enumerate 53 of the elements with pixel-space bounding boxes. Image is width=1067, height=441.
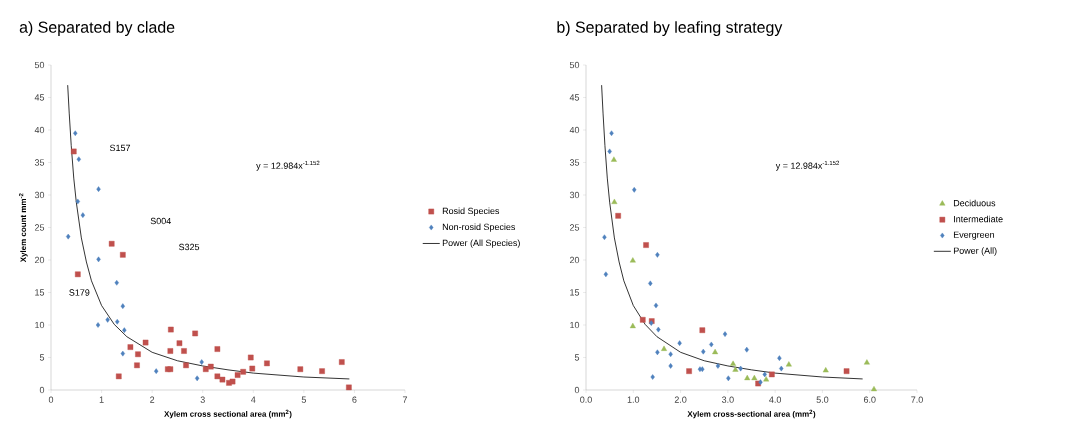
x-tick-label: 3 [200,396,205,403]
x-tick-label: 1 [99,396,104,403]
annotation: S004 [150,217,171,225]
y-tick-label: 25 [569,224,580,231]
legend-label: Rosid Species [442,207,500,216]
y-tick-label: 0 [574,386,580,394]
annotation: S325 [178,243,200,251]
y-tick-label: 45 [34,94,45,101]
x-tick-label: 5.0 [816,396,829,403]
y-tick-label: 50 [34,61,45,69]
y-tick-label: 40 [34,126,45,134]
annotation: S179 [69,289,90,296]
x-tick-label: 0.0 [580,396,592,403]
x-tick-label: 1.0 [627,396,640,403]
legend-label: Non-rosid Species [442,223,516,232]
y-tick-label: 15 [35,289,45,296]
y-tick-label: 40 [569,126,580,134]
y-tick-label: 35 [569,159,580,166]
chart-title: a) Separated by clade [19,21,175,36]
x-tick-label: 4.0 [769,396,782,403]
x-tick-label: 7.0 [911,396,923,403]
legend-label: Power (All Species) [442,239,520,248]
y-tick-label: 30 [569,191,580,199]
y-tick-label: 5 [574,354,580,361]
y-tick-label: 50 [569,61,580,69]
y-tick-label: 35 [34,159,45,166]
x-tick-label: 5 [301,396,306,403]
y-tick-label: 20 [34,256,45,264]
annotation: y = 12.984x$^{-1.152}$ [775,160,840,171]
x-tick-label: 2.0 [674,396,687,403]
x-tick-label: 2 [150,396,155,403]
y-tick-label: 30 [34,191,45,199]
annotation: y = 12.984x$^{-1.152}$ [256,160,320,171]
y-tick-label: 20 [569,256,580,264]
y-tick-label: 15 [570,289,580,296]
x-tick-label: 4 [250,396,256,403]
x-tick-label: 6 [352,396,357,403]
y-tick-label: 25 [34,224,45,231]
x-tick-label: 6.0 [863,396,876,403]
legend-label: Deciduous [953,199,996,207]
y-tick-label: 45 [569,94,580,101]
x-tick-label: 3.0 [721,396,734,403]
y-tick-label: 5 [39,354,45,361]
annotation: S157 [109,144,131,152]
chart-title: b) Separated by leafing strategy [557,21,783,36]
y-tick-label: 10 [570,321,580,329]
legend-label: Power (All) [953,247,997,256]
y-tick-label: 10 [35,321,45,329]
legend-label: Evergreen [953,231,995,240]
x-tick-label: 7 [402,396,408,403]
legend-label: Intermediate [954,215,1003,223]
y-tick-label: 0 [39,386,45,394]
x-tick-label: 0 [48,396,54,403]
